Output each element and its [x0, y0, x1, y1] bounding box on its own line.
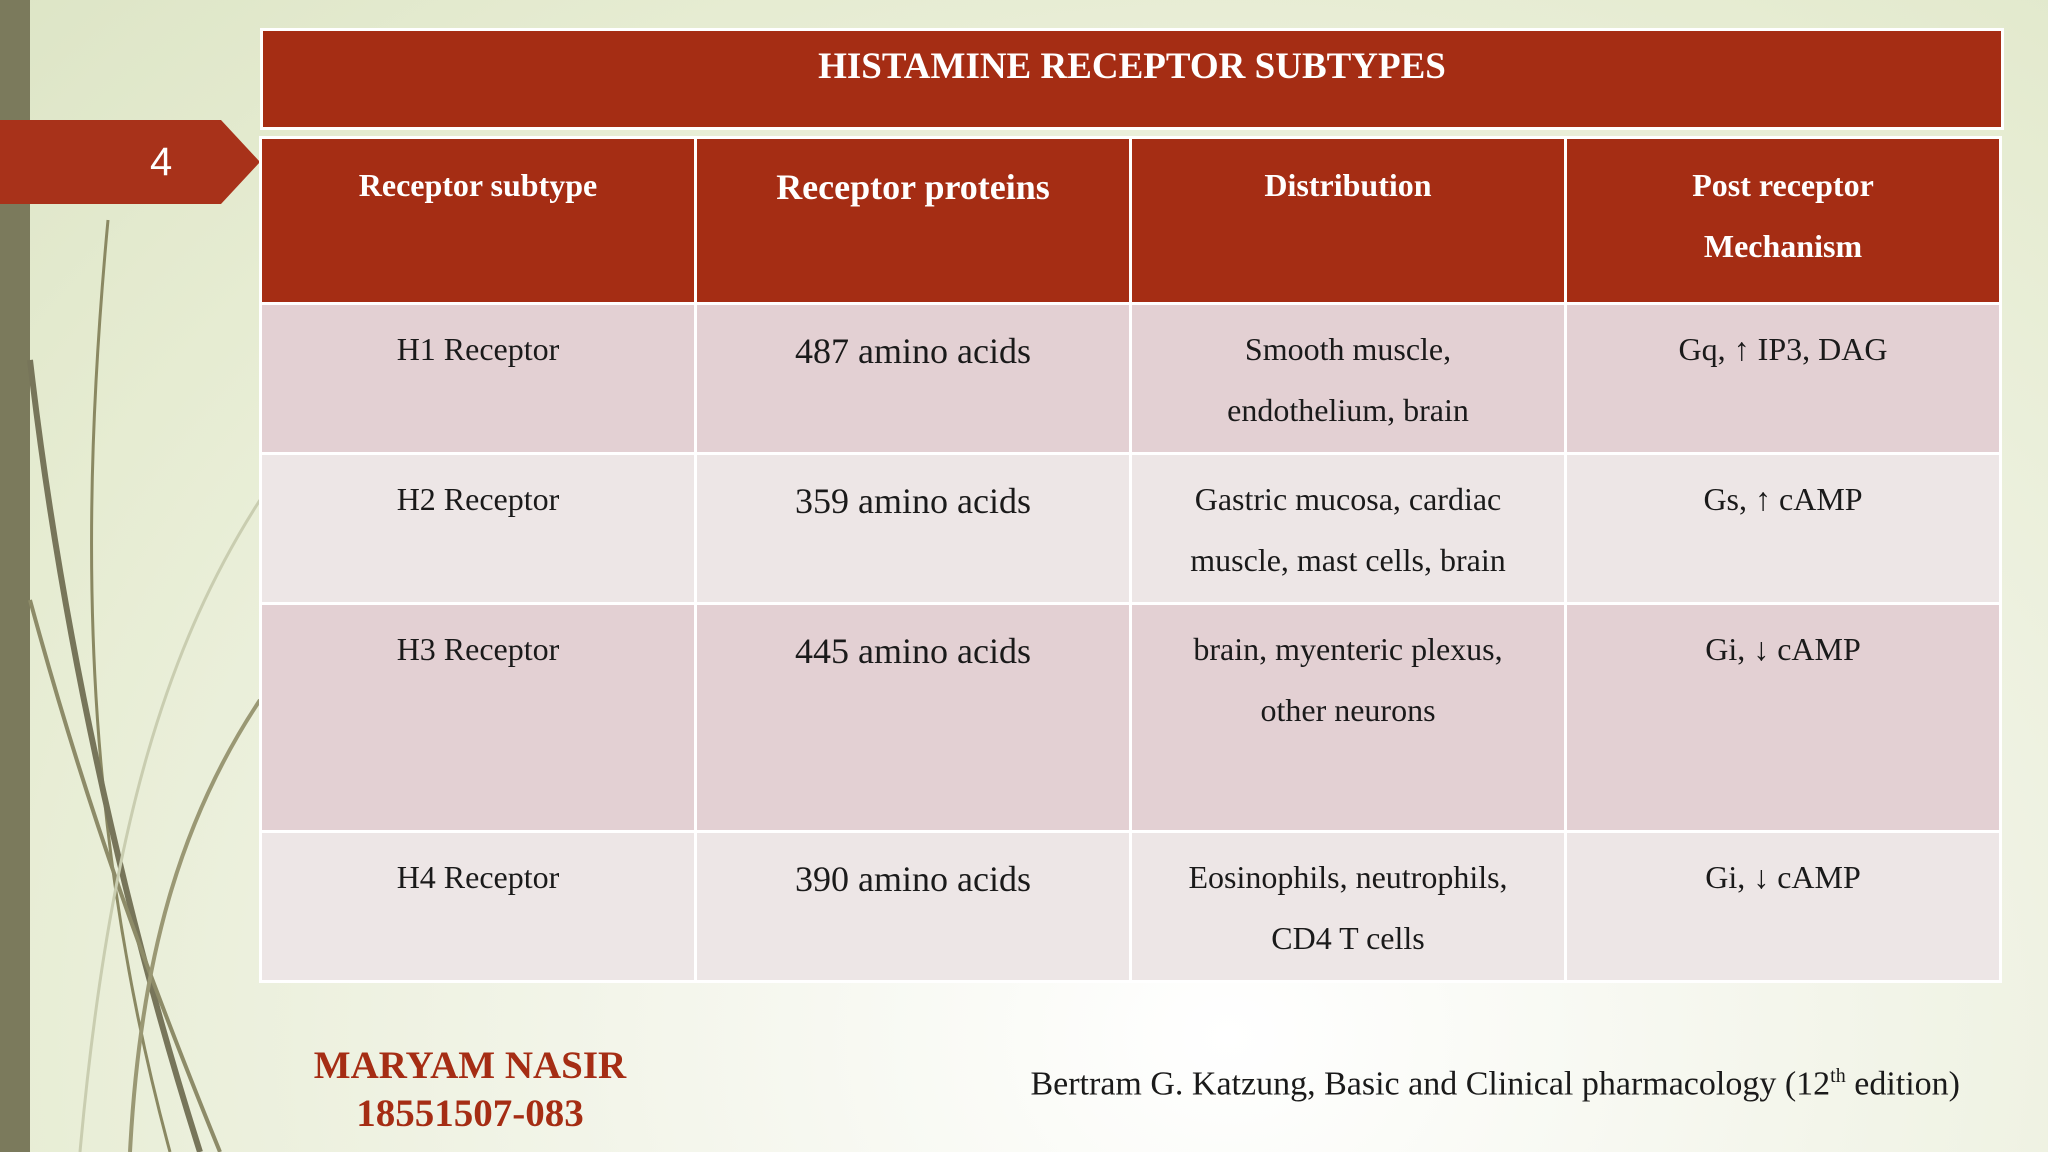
cell-subtype: H3 Receptor: [259, 602, 697, 833]
citation: Bertram G. Katzung, Basic and Clinical p…: [960, 1052, 1960, 1108]
receptor-table: Receptor subtype Receptor proteins Distr…: [259, 136, 2002, 983]
cell-distribution: Smooth muscle, endothelium, brain: [1129, 302, 1567, 455]
table-row: H1 Receptor 487 amino acids Smooth muscl…: [259, 302, 2002, 455]
page-number: 4: [150, 140, 173, 184]
table-row: H4 Receptor 390 amino acids Eosinophils,…: [259, 830, 2002, 983]
decorative-swoosh-lines: [27, 219, 262, 1152]
header-receptor-proteins: Receptor proteins: [694, 136, 1132, 305]
citation-suffix: edition): [1845, 1065, 1960, 1103]
table-row: H2 Receptor 359 amino acids Gastric muco…: [259, 452, 2002, 605]
header-post-receptor-mechanism: Post receptor Mechanism: [1564, 136, 2002, 305]
author-block: MARYAM NASIR 18551507-083: [270, 1042, 670, 1138]
header-distribution: Distribution: [1129, 136, 1567, 305]
cell-mechanism: Gi, ↓ cAMP: [1564, 830, 2002, 983]
header-receptor-subtype: Receptor subtype: [259, 136, 697, 305]
table-header-row: Receptor subtype Receptor proteins Distr…: [259, 136, 2002, 305]
cell-distribution: Gastric mucosa, cardiac muscle, mast cell…: [1129, 452, 1567, 605]
citation-superscript: th: [1830, 1065, 1846, 1087]
author-id: 18551507-083: [356, 1092, 584, 1135]
author-name: MARYAM NASIR: [313, 1044, 627, 1087]
page-number-tab: [0, 120, 260, 204]
cell-mechanism: Gs, ↑ cAMP: [1564, 452, 2002, 605]
cell-mechanism: Gi, ↓ cAMP: [1564, 602, 2002, 833]
cell-distribution: Eosinophils, neutrophils, CD4 T cells: [1129, 830, 1567, 983]
cell-mechanism: Gq, ↑ IP3, DAG: [1564, 302, 2002, 455]
cell-subtype: H2 Receptor: [259, 452, 697, 605]
cell-proteins: 445 amino acids: [694, 602, 1132, 833]
cell-proteins: 487 amino acids: [694, 302, 1132, 455]
slide-title: HISTAMINE RECEPTOR SUBTYPES: [260, 28, 2004, 130]
citation-prefix: Bertram G. Katzung, Basic and Clinical p…: [1030, 1065, 1831, 1103]
cell-proteins: 359 amino acids: [694, 452, 1132, 605]
cell-proteins: 390 amino acids: [694, 830, 1132, 983]
table-row: H3 Receptor 445 amino acids brain, myent…: [259, 602, 2002, 833]
cell-subtype: H4 Receptor: [259, 830, 697, 983]
cell-subtype: H1 Receptor: [259, 302, 697, 455]
cell-distribution: brain, myenteric plexus, other neurons: [1129, 602, 1567, 833]
